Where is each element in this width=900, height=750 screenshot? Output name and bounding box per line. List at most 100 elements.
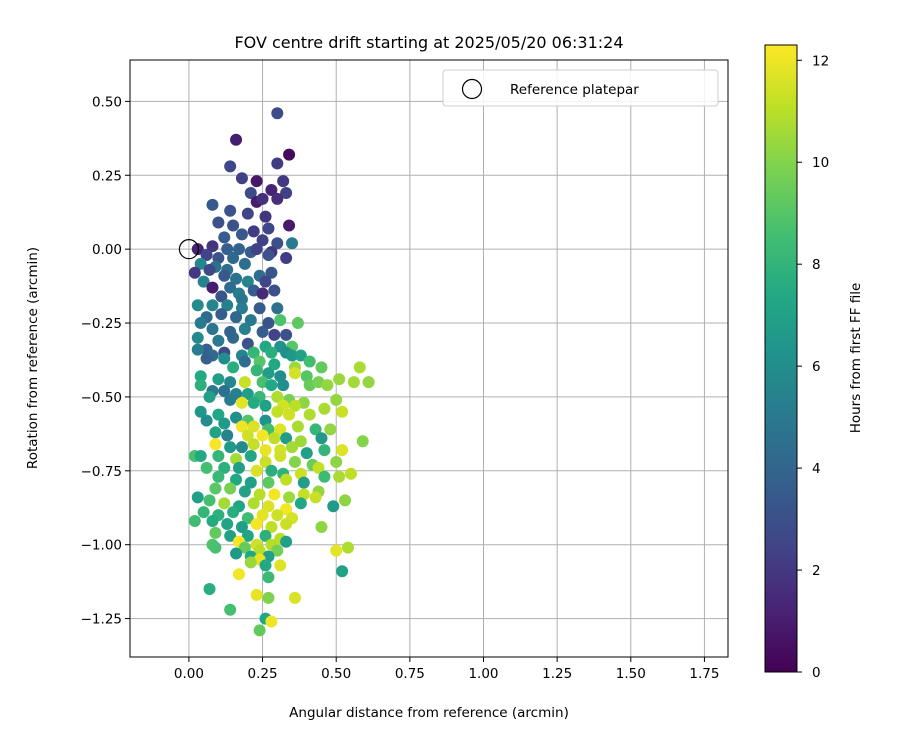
- data-point: [344, 467, 357, 480]
- data-point: [200, 414, 213, 427]
- data-point: [259, 399, 272, 412]
- data-point: [227, 331, 240, 344]
- data-point: [247, 346, 260, 359]
- data-point: [268, 328, 281, 341]
- y-tick-label: 0.25: [92, 168, 122, 184]
- data-point: [235, 228, 248, 241]
- data-point: [212, 216, 225, 229]
- data-point: [238, 376, 251, 389]
- data-point: [247, 420, 260, 433]
- data-point: [218, 461, 231, 474]
- data-point: [227, 252, 240, 265]
- data-point: [241, 275, 254, 288]
- data-point: [230, 133, 243, 146]
- data-point: [336, 565, 349, 578]
- data-point: [300, 447, 313, 460]
- legend-reference-marker: [461, 78, 483, 100]
- data-point: [230, 547, 243, 560]
- data-point: [336, 405, 349, 418]
- data-point: [277, 175, 290, 188]
- data-point: [309, 423, 322, 436]
- data-point: [209, 541, 222, 554]
- y-tick-label: −0.50: [81, 390, 122, 406]
- data-point: [347, 376, 360, 389]
- data-point: [221, 243, 234, 256]
- data-point: [218, 385, 231, 398]
- data-point: [238, 355, 251, 368]
- data-point: [315, 361, 328, 374]
- data-point: [230, 473, 243, 486]
- data-point: [206, 515, 219, 528]
- data-point: [330, 455, 343, 468]
- data-point: [286, 441, 299, 454]
- data-point: [238, 541, 251, 554]
- data-point: [256, 287, 269, 300]
- data-point: [262, 222, 275, 235]
- data-point: [294, 497, 307, 510]
- data-point: [256, 509, 269, 522]
- data-point: [253, 488, 266, 501]
- data-point: [247, 497, 260, 510]
- data-point: [259, 559, 272, 572]
- x-tick-label: 1.25: [542, 666, 572, 682]
- data-point: [256, 234, 269, 247]
- data-point: [274, 423, 287, 436]
- data-point: [218, 269, 231, 282]
- data-point: [191, 243, 204, 256]
- data-point: [224, 281, 237, 294]
- colorbar-tick-label: 2: [812, 563, 821, 579]
- data-point: [339, 494, 352, 507]
- colorbar-ticks: 0 2 4 6 8 10 12: [797, 53, 829, 681]
- data-point: [262, 367, 275, 380]
- x-axis-ticks: 0.00 0.25 0.50 0.75 1.00 1.25 1.50 1.75: [174, 657, 719, 682]
- colorbar-tick-label: 4: [812, 461, 821, 477]
- x-tick-label: 0.75: [395, 666, 425, 682]
- data-point: [253, 302, 266, 315]
- data-point: [224, 204, 237, 217]
- data-point: [256, 429, 269, 442]
- data-point: [274, 314, 287, 327]
- data-point: [209, 526, 222, 539]
- data-point: [318, 444, 331, 457]
- data-point: [224, 603, 237, 616]
- data-point: [206, 299, 219, 312]
- data-point: [227, 219, 240, 232]
- legend-entry-label: Reference platepar: [510, 82, 639, 98]
- data-point: [247, 396, 260, 409]
- data-point: [194, 317, 207, 330]
- data-point: [356, 435, 369, 448]
- y-tick-label: 0.50: [92, 94, 122, 110]
- data-point: [253, 544, 266, 557]
- data-point: [318, 470, 331, 483]
- data-point: [259, 455, 272, 468]
- data-point: [238, 257, 251, 270]
- data-point: [271, 302, 284, 315]
- data-point: [268, 284, 281, 297]
- x-tick-label: 0.25: [248, 666, 278, 682]
- y-tick-label: −1.00: [81, 538, 122, 554]
- data-point: [274, 559, 287, 572]
- data-point: [271, 390, 284, 403]
- data-point: [203, 494, 216, 507]
- data-point: [271, 509, 284, 522]
- data-point: [297, 476, 310, 489]
- data-point: [268, 488, 281, 501]
- data-point: [288, 367, 301, 380]
- data-point: [265, 266, 278, 279]
- data-point: [221, 429, 234, 442]
- data-point: [324, 423, 337, 436]
- data-point: [235, 420, 248, 433]
- data-point: [291, 317, 304, 330]
- data-point: [206, 240, 219, 253]
- x-axis-label: Angular distance from reference (arcmin): [289, 705, 569, 721]
- data-point: [259, 529, 272, 542]
- colorbar-gradient: [764, 44, 798, 673]
- data-point: [224, 529, 237, 542]
- data-point: [227, 361, 240, 374]
- data-point: [294, 435, 307, 448]
- data-point: [333, 470, 346, 483]
- data-point: [212, 450, 225, 463]
- data-point: [330, 393, 343, 406]
- data-point: [241, 512, 254, 525]
- data-point: [235, 396, 248, 409]
